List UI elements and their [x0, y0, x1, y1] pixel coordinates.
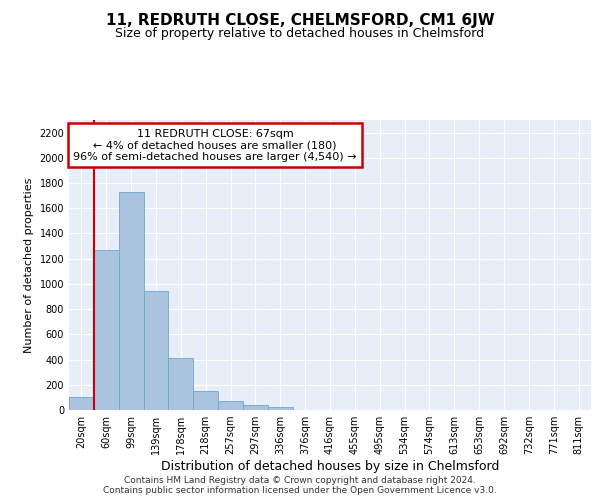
X-axis label: Distribution of detached houses by size in Chelmsford: Distribution of detached houses by size …: [161, 460, 499, 473]
Bar: [268, 407, 293, 410]
Bar: [169, 358, 193, 410]
Bar: [119, 192, 143, 410]
Bar: [69, 397, 94, 410]
Bar: [143, 292, 169, 410]
Bar: [94, 250, 119, 410]
Bar: [193, 391, 218, 410]
Y-axis label: Number of detached properties: Number of detached properties: [24, 178, 34, 352]
Text: Contains HM Land Registry data © Crown copyright and database right 2024.
Contai: Contains HM Land Registry data © Crown c…: [103, 476, 497, 495]
Text: 11, REDRUTH CLOSE, CHELMSFORD, CM1 6JW: 11, REDRUTH CLOSE, CHELMSFORD, CM1 6JW: [106, 12, 494, 28]
Text: Size of property relative to detached houses in Chelmsford: Size of property relative to detached ho…: [115, 28, 485, 40]
Text: 11 REDRUTH CLOSE: 67sqm
← 4% of detached houses are smaller (180)
96% of semi-de: 11 REDRUTH CLOSE: 67sqm ← 4% of detached…: [73, 128, 357, 162]
Bar: [243, 406, 268, 410]
Bar: [218, 400, 243, 410]
